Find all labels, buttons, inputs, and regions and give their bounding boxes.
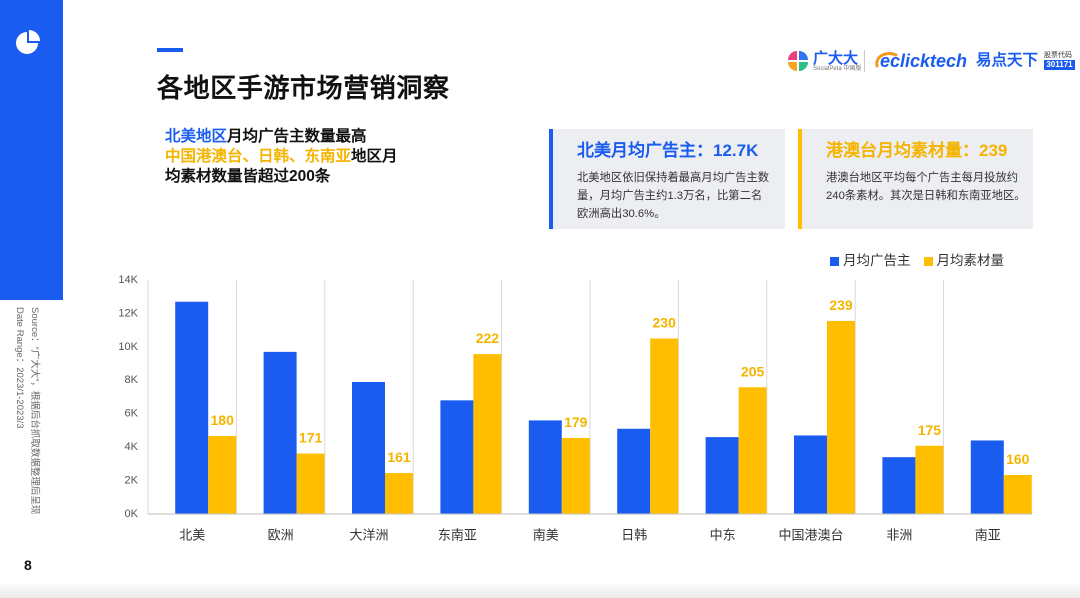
material-bar xyxy=(827,320,855,514)
finding-text: 月均广告主数量最高 xyxy=(227,128,367,145)
eclicktech-logo-name: eclicktech xyxy=(880,51,968,71)
legend-item-advertisers: 月均广告主 xyxy=(830,252,911,270)
y-tick-label: 2K xyxy=(125,474,139,486)
y-tick-label: 10K xyxy=(118,341,138,353)
logo-separator xyxy=(864,50,865,72)
category-label: 东南亚 xyxy=(438,527,477,542)
legend-label: 月均素材量 xyxy=(936,253,1005,268)
card-body-line: 量，月均广告主约1.3万名，比第二名 xyxy=(577,190,763,202)
advertiser-insight-card: 北美月均广告主：12.7K 北美地区依旧保持着最高月均广告主数 量，月均广告主约… xyxy=(549,129,785,229)
category-label: 非洲 xyxy=(886,527,912,542)
advertiser-bar xyxy=(263,351,297,514)
pie-chart-icon xyxy=(16,30,40,54)
legend-swatch xyxy=(923,256,933,266)
material-value-label: 239 xyxy=(829,297,853,313)
material-value-label: 180 xyxy=(211,412,235,428)
category-label: 日韩 xyxy=(621,527,647,542)
category-label: 大洋洲 xyxy=(349,527,388,542)
material-value-label: 230 xyxy=(653,315,677,331)
stock-code-label: 股票代码 xyxy=(1044,52,1072,59)
chart-legend: 月均广告主 月均素材量 xyxy=(830,252,1017,270)
card-title: 北美月均广告主：12.7K xyxy=(577,141,759,160)
y-tick-label: 8K xyxy=(125,374,139,386)
material-value-label: 171 xyxy=(299,430,323,446)
advertiser-bar xyxy=(528,420,562,514)
key-finding-line: 均素材数量皆超过200条 xyxy=(165,168,331,185)
eclicktech-logo-chinese-name: 易点天下 xyxy=(976,52,1039,69)
material-bar xyxy=(385,473,413,514)
title-accent-line xyxy=(157,48,183,52)
legend-item-materials: 月均素材量 xyxy=(923,252,1005,270)
material-bar xyxy=(650,338,679,514)
y-tick-label: 6K xyxy=(125,408,139,420)
y-tick-label: 0K xyxy=(125,508,139,520)
swoosh-logo-icon xyxy=(875,51,898,68)
card-body-line: 北美地区依旧保持着最高月均广告主数 xyxy=(577,172,770,184)
date-range-text: Date Range：2023/1-2023/3 xyxy=(14,307,25,429)
material-value-label: 160 xyxy=(1006,451,1030,467)
category-label: 欧洲 xyxy=(268,527,294,542)
category-label: 南亚 xyxy=(975,527,1001,542)
advertiser-bar xyxy=(617,428,651,514)
key-finding-line: 北美地区月均广告主数量最高 xyxy=(165,127,398,147)
stock-code-badge: 301171 xyxy=(1044,60,1075,70)
key-finding-line: 中国港澳台、日韩、东南亚地区月 xyxy=(165,147,398,167)
material-value-label: 175 xyxy=(918,422,942,438)
material-bar xyxy=(915,445,944,514)
footer-shadow xyxy=(0,582,1080,598)
regional-bar-chart: 0K 2K 4K 6K 8K 10K 12K 14K 180 北美 171 欧洲 161 大洋洲 222 东南… xyxy=(118,274,1032,542)
material-value-label: 222 xyxy=(476,330,500,346)
material-insight-card: 港澳台月均素材量：239 港澳台地区平均每个广告主每月投放约 240条素材。其次… xyxy=(798,129,1033,229)
page-number: 8 xyxy=(24,557,32,573)
key-findings: 北美地区月均广告主数量最高 中国港澳台、日韩、东南亚地区月 均素材数量皆超过20… xyxy=(165,127,398,187)
category-label: 北美 xyxy=(179,527,205,542)
source-text: Source：“广大大”，根据后台抓取数据整理后呈现 xyxy=(29,307,40,515)
advertiser-bar xyxy=(794,435,827,514)
highlight-text: 中国港澳台、日韩、东南亚 xyxy=(165,148,352,165)
legend-swatch xyxy=(830,256,839,266)
card-body-line: 240条素材。其次是日韩和东南亚地区。 xyxy=(826,190,1026,202)
socialpeta-logo-name: 广大大 xyxy=(813,50,859,67)
legend-label: 月均广告主 xyxy=(843,253,911,268)
four-petal-logo-icon xyxy=(788,51,808,71)
category-label: 南美 xyxy=(533,527,559,542)
material-bar xyxy=(1003,475,1032,514)
material-bar xyxy=(208,436,237,514)
material-bar xyxy=(296,453,325,514)
card-body: 北美地区依旧保持着最高月均广告主数 量，月均广告主约1.3万名，比第二名 欧洲高… xyxy=(577,169,785,223)
advertiser-bar xyxy=(440,400,474,514)
material-bar xyxy=(561,437,590,514)
advertiser-bar xyxy=(352,381,385,514)
y-tick-label: 12K xyxy=(118,307,138,319)
socialpeta-logo-subtitle: SocialPeta 中国版 xyxy=(813,66,862,72)
material-value-label: 179 xyxy=(564,414,588,430)
y-tick-label: 4K xyxy=(125,441,139,453)
advertiser-bar xyxy=(882,457,916,514)
card-title: 港澳台月均素材量：239 xyxy=(826,141,1008,160)
finding-text: 地区月 xyxy=(351,148,398,165)
advertiser-bar xyxy=(705,437,739,514)
card-body-line: 欧洲高出30.6%。 xyxy=(577,208,666,220)
material-value-label: 205 xyxy=(741,363,765,379)
material-bar xyxy=(473,354,502,514)
material-value-label: 161 xyxy=(387,449,411,465)
advertiser-bar xyxy=(970,440,1004,514)
card-body: 港澳台地区平均每个广告主每月投放约 240条素材。其次是日韩和东南亚地区。 xyxy=(826,169,1033,205)
y-tick-label: 14K xyxy=(118,274,138,286)
material-bar xyxy=(738,387,767,514)
advertiser-bar xyxy=(175,301,209,514)
highlight-text: 北美地区 xyxy=(165,128,228,145)
page-title: 各地区手游市场营销洞察 xyxy=(157,73,450,103)
card-body-line: 港澳台地区平均每个广告主每月投放约 xyxy=(826,172,1019,184)
source-note: Source：“广大大”，根据后台抓取数据整理后呈现 Date Range：20… xyxy=(12,307,42,514)
category-label: 中东 xyxy=(710,527,736,542)
category-label: 中国港澳台 xyxy=(778,527,843,542)
